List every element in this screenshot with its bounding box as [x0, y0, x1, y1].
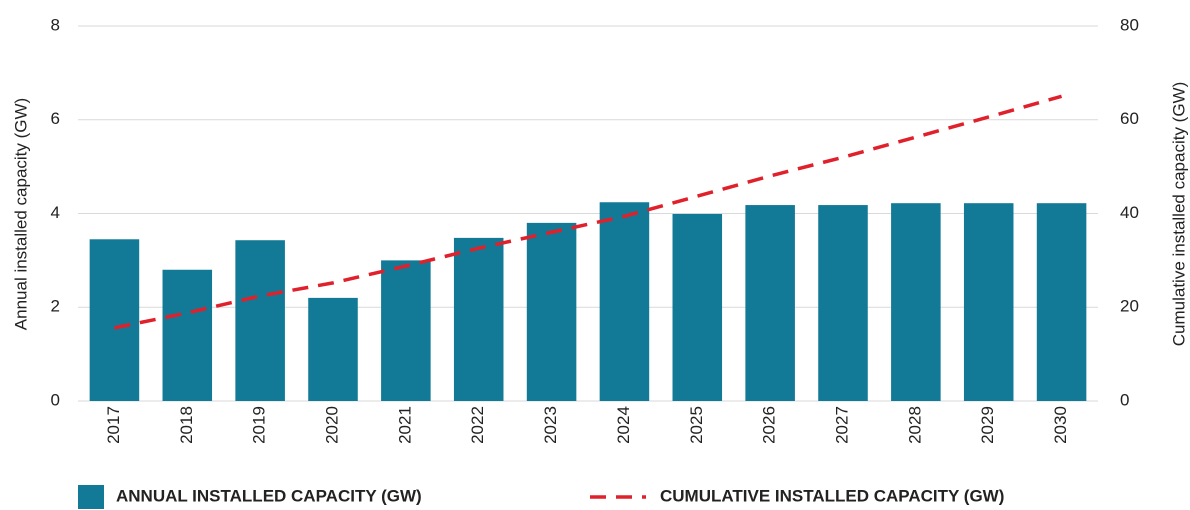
bar	[963, 203, 1014, 401]
legend: ANNUAL INSTALLED CAPACITY (GW) CUMULATIVE…	[78, 485, 1004, 509]
line	[114, 94, 1063, 330]
x-tick-label: 2025	[687, 406, 706, 444]
y2-tick-label: 60	[1120, 109, 1139, 128]
bar	[89, 239, 140, 401]
bar	[672, 213, 723, 401]
x-tick-label: 2028	[905, 406, 924, 444]
bar	[162, 269, 213, 401]
y-tick-label: 8	[51, 15, 60, 34]
x-tick-label: 2017	[104, 406, 123, 444]
y2-tick-label: 40	[1120, 203, 1139, 222]
x-tick-label: 2018	[177, 406, 196, 444]
y-tick-label: 6	[51, 109, 60, 128]
bar	[235, 240, 285, 401]
x-tick-label: 2023	[541, 406, 560, 444]
x-tick-label: 2022	[468, 406, 487, 444]
x-tick-label: 2019	[250, 406, 269, 444]
y-tick-label: 2	[51, 297, 60, 316]
bar	[526, 222, 577, 401]
x-tick-label: 2026	[760, 406, 779, 444]
legend-label: CUMULATIVE INSTALLED CAPACITY (GW)	[660, 486, 1004, 505]
y2-tick-label: 0	[1120, 390, 1129, 409]
x-tick-label: 2024	[614, 406, 633, 444]
y2-axis-label: Cumulative installed capacity (GW)	[1169, 82, 1188, 347]
legend-swatch	[78, 485, 104, 509]
x-tick-label: 2029	[978, 406, 997, 444]
x-tick-label: 2021	[395, 406, 414, 444]
y-tick-label: 4	[51, 203, 60, 222]
bar	[1036, 203, 1087, 401]
bar	[891, 203, 941, 401]
bar	[308, 297, 358, 401]
legend-label: ANNUAL INSTALLED CAPACITY (GW)	[116, 486, 422, 505]
x-tick-label: 2030	[1051, 406, 1070, 444]
y2-tick-label: 80	[1120, 15, 1139, 34]
bar	[599, 202, 650, 401]
bar	[453, 237, 504, 401]
y2-tick-label: 20	[1120, 297, 1139, 316]
y-axis-label: Annual installed capacity (GW)	[11, 98, 30, 330]
x-tick-label: 2027	[832, 406, 851, 444]
y-tick-label: 0	[51, 390, 60, 409]
bar	[745, 205, 795, 401]
bar	[381, 260, 431, 401]
bar	[818, 205, 868, 401]
x-tick-label: 2020	[322, 406, 341, 444]
